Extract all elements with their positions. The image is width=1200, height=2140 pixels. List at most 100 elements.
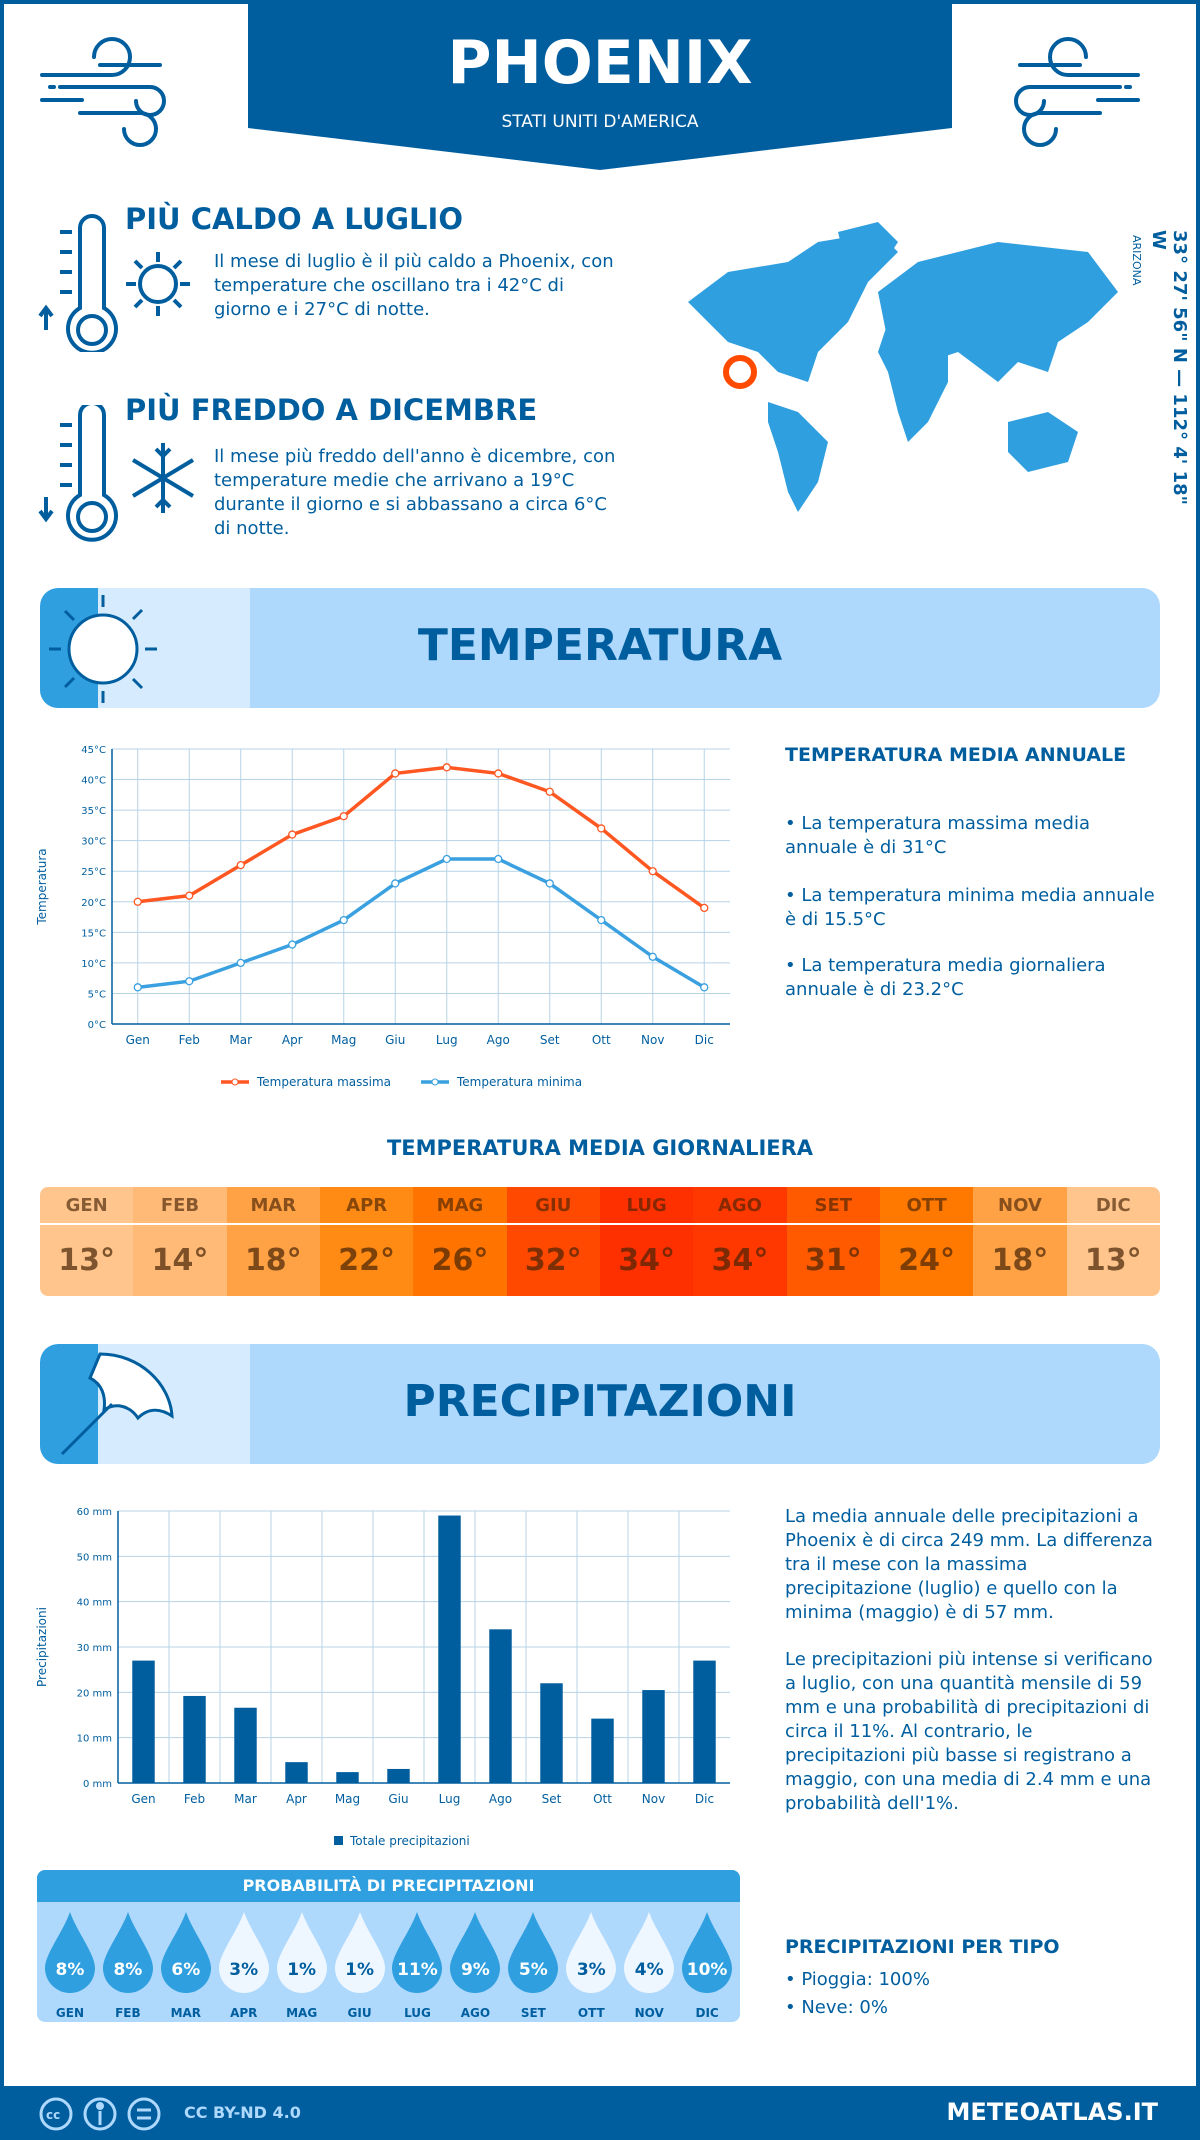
y-tick-label: 10 mm <box>77 1734 112 1745</box>
bar-ago <box>489 1629 512 1783</box>
temp-value: 22° <box>338 1243 396 1278</box>
point-ott <box>597 915 606 925</box>
x-tick-label: Ott <box>593 1792 612 1806</box>
y-tick-label: 20 mm <box>77 1688 112 1699</box>
umbrella-icon <box>60 1352 174 1456</box>
probability-value: 3% <box>576 1960 606 1980</box>
point-apr <box>288 940 297 949</box>
legend-swatch <box>334 1836 343 1845</box>
y-tick-label: 5°C <box>88 989 106 1000</box>
month-label: AGO <box>460 2006 491 2020</box>
y-tick-label: 60 mm <box>77 1507 112 1518</box>
raindrop-icon <box>276 1912 327 1993</box>
license-text[interactable]: CC BY-ND 4.0 <box>184 2103 301 2122</box>
month-label: SET <box>520 2006 546 2020</box>
point-ago <box>494 769 503 778</box>
x-tick-label: Giu <box>385 1033 405 1047</box>
series-line-0 <box>137 765 706 910</box>
footer: cc CC BY-ND 4.0 METEOATLAS.IT <box>0 2086 1200 2140</box>
series-line-1 <box>137 857 706 990</box>
probability-value: 1% <box>345 1960 374 1980</box>
month-label: GIU <box>506 1187 600 1225</box>
raindrop-icon <box>44 1912 95 1993</box>
bar-giu <box>387 1768 410 1783</box>
precipitation-chart: 0 mm 10 mm 20 mm 30 mm 40 mm 50 mm 60 mm Gen Feb… <box>35 1507 730 1848</box>
probability-value: 1% <box>287 1960 317 1980</box>
license-icons[interactable]: cc <box>38 2096 168 2132</box>
y-tick-label: 30°C <box>81 837 106 848</box>
month-label: MAR <box>170 2006 202 2020</box>
legend-marker <box>431 1078 439 1086</box>
x-tick-label: Nov <box>642 1792 665 1806</box>
temp-value: 32° <box>524 1243 582 1278</box>
hottest-text: Il mese di luglio è il più caldo a Phoen… <box>214 251 614 320</box>
month-label: OTT <box>879 1187 974 1225</box>
point-mag <box>339 812 348 821</box>
legend-label: Temperatura minima <box>456 1075 582 1089</box>
point-gen <box>133 897 142 906</box>
point-ago <box>494 854 503 864</box>
month-label: MAG <box>286 2006 318 2020</box>
month-label: FEB <box>133 1187 227 1225</box>
bar-nov <box>642 1690 665 1783</box>
y-tick-label: 30 mm <box>77 1643 112 1654</box>
x-tick-label: Dic <box>695 1033 714 1047</box>
raindrop-icon <box>566 1912 617 1993</box>
precipitation-banner-title: PRECIPITAZIONI <box>403 1376 797 1427</box>
daily-temp-title: TEMPERATURA MEDIA GIORNALIERA <box>386 1136 814 1160</box>
cc-icon <box>39 2097 73 2131</box>
point-dic <box>700 983 709 992</box>
x-tick-label: Lug <box>439 1792 461 1806</box>
month-label: FEB <box>115 2006 141 2020</box>
daily-temp-ott: OTT 24° <box>879 1187 974 1296</box>
point-mag <box>339 915 348 925</box>
x-tick-label: Lug <box>436 1033 458 1047</box>
probability-value: 10% <box>686 1960 728 1980</box>
point-gen <box>133 983 142 992</box>
month-label: NOV <box>973 1187 1067 1225</box>
y-tick-label: 0 mm <box>83 1779 112 1790</box>
bar-set <box>540 1683 563 1783</box>
bar-mag <box>336 1772 359 1783</box>
precip-type-title: PRECIPITAZIONI PER TIPO <box>785 1936 1060 1958</box>
point-set <box>545 787 554 796</box>
world-map <box>688 222 1118 512</box>
point-giu <box>391 769 400 778</box>
y-tick-label: 10°C <box>81 959 106 970</box>
point-mar <box>236 860 245 870</box>
precip-text-2: Le precipitazioni più intense si verific… <box>785 1649 1153 1814</box>
bar-dic <box>693 1660 716 1783</box>
temperature-banner: TEMPERATURA <box>40 588 1160 708</box>
daily-temp-feb: FEB 14° <box>133 1187 227 1296</box>
site-link[interactable]: METEOATLAS.IT <box>946 2098 1158 2126</box>
month-label: APR <box>230 2006 258 2020</box>
city-title: PHOENIX <box>447 28 753 98</box>
month-label: GIU <box>347 2006 372 2020</box>
month-label: GEN <box>40 1187 134 1225</box>
x-tick-label: Dic <box>695 1792 714 1806</box>
month-label: DIC <box>1066 1187 1160 1225</box>
y-axis-label: Temperatura <box>35 848 49 925</box>
temp-value: 34° <box>711 1243 769 1278</box>
probability-ago: 9% AGO <box>446 1910 504 2020</box>
bar-apr <box>285 1762 308 1783</box>
thermometer-hot-icon <box>38 214 190 352</box>
probability-ott: 3% OTT <box>562 1910 620 2020</box>
precip-type-rain: • Pioggia: 100% <box>785 1969 930 1990</box>
x-tick-label: Feb <box>184 1792 205 1806</box>
y-tick-label: 20°C <box>81 898 106 909</box>
svg-text:cc: cc <box>46 2108 60 2122</box>
daily-temp-lug: LUG 34° <box>599 1187 694 1296</box>
by-icon <box>83 2097 117 2131</box>
probability-set: 5% SET <box>504 1910 562 2020</box>
x-tick-label: Nov <box>641 1033 664 1047</box>
month-label: NOV <box>634 2006 664 2020</box>
temperature-banner-title: TEMPERATURA <box>417 620 783 671</box>
temp-value: 14° <box>151 1243 209 1278</box>
raindrop-icon <box>682 1912 733 1993</box>
hottest-title: PIÙ CALDO A LUGLIO <box>125 202 463 236</box>
x-tick-label: Ago <box>487 1033 510 1047</box>
precip-probability-title: PROBABILITÀ DI PRECIPITAZIONI <box>37 1870 740 1902</box>
probability-dic: 10% DIC <box>678 1910 736 2020</box>
probability-mag: 1% MAG <box>273 1910 331 2020</box>
